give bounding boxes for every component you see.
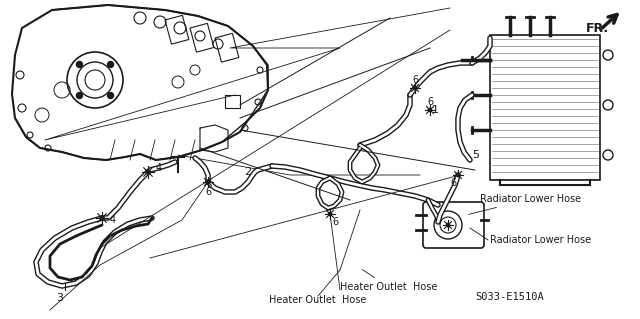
Circle shape <box>76 93 83 99</box>
Circle shape <box>456 173 460 177</box>
Text: 5: 5 <box>472 150 479 160</box>
Circle shape <box>428 108 431 112</box>
Circle shape <box>146 170 150 174</box>
Text: 6: 6 <box>412 75 418 85</box>
Text: 3: 3 <box>56 293 63 303</box>
Bar <box>165 15 189 44</box>
Text: Radiator Lower Hose: Radiator Lower Hose <box>468 194 581 214</box>
FancyArrowPatch shape <box>602 14 617 28</box>
Text: 4: 4 <box>110 215 116 225</box>
Bar <box>490 35 600 180</box>
Text: 6: 6 <box>205 187 211 197</box>
Text: 1: 1 <box>431 105 438 115</box>
Text: Radiator Lower Hose: Radiator Lower Hose <box>490 235 591 245</box>
Text: Heater Outlet  Hose: Heater Outlet Hose <box>340 270 437 292</box>
Text: 2: 2 <box>244 167 252 177</box>
Circle shape <box>413 86 417 90</box>
Bar <box>190 23 214 52</box>
Text: S033-E1510A: S033-E1510A <box>476 292 545 302</box>
Circle shape <box>108 93 113 99</box>
Text: 6: 6 <box>427 97 433 107</box>
Circle shape <box>446 223 450 227</box>
Text: 4: 4 <box>156 163 162 173</box>
Text: FR.: FR. <box>586 22 609 35</box>
Text: 6: 6 <box>450 178 456 188</box>
Circle shape <box>100 216 104 220</box>
Circle shape <box>206 180 210 184</box>
Circle shape <box>76 62 83 67</box>
Text: 6: 6 <box>332 217 338 227</box>
Circle shape <box>108 62 113 67</box>
Bar <box>215 33 239 62</box>
Circle shape <box>328 212 332 216</box>
Text: Heater Outlet  Hose: Heater Outlet Hose <box>269 295 367 305</box>
